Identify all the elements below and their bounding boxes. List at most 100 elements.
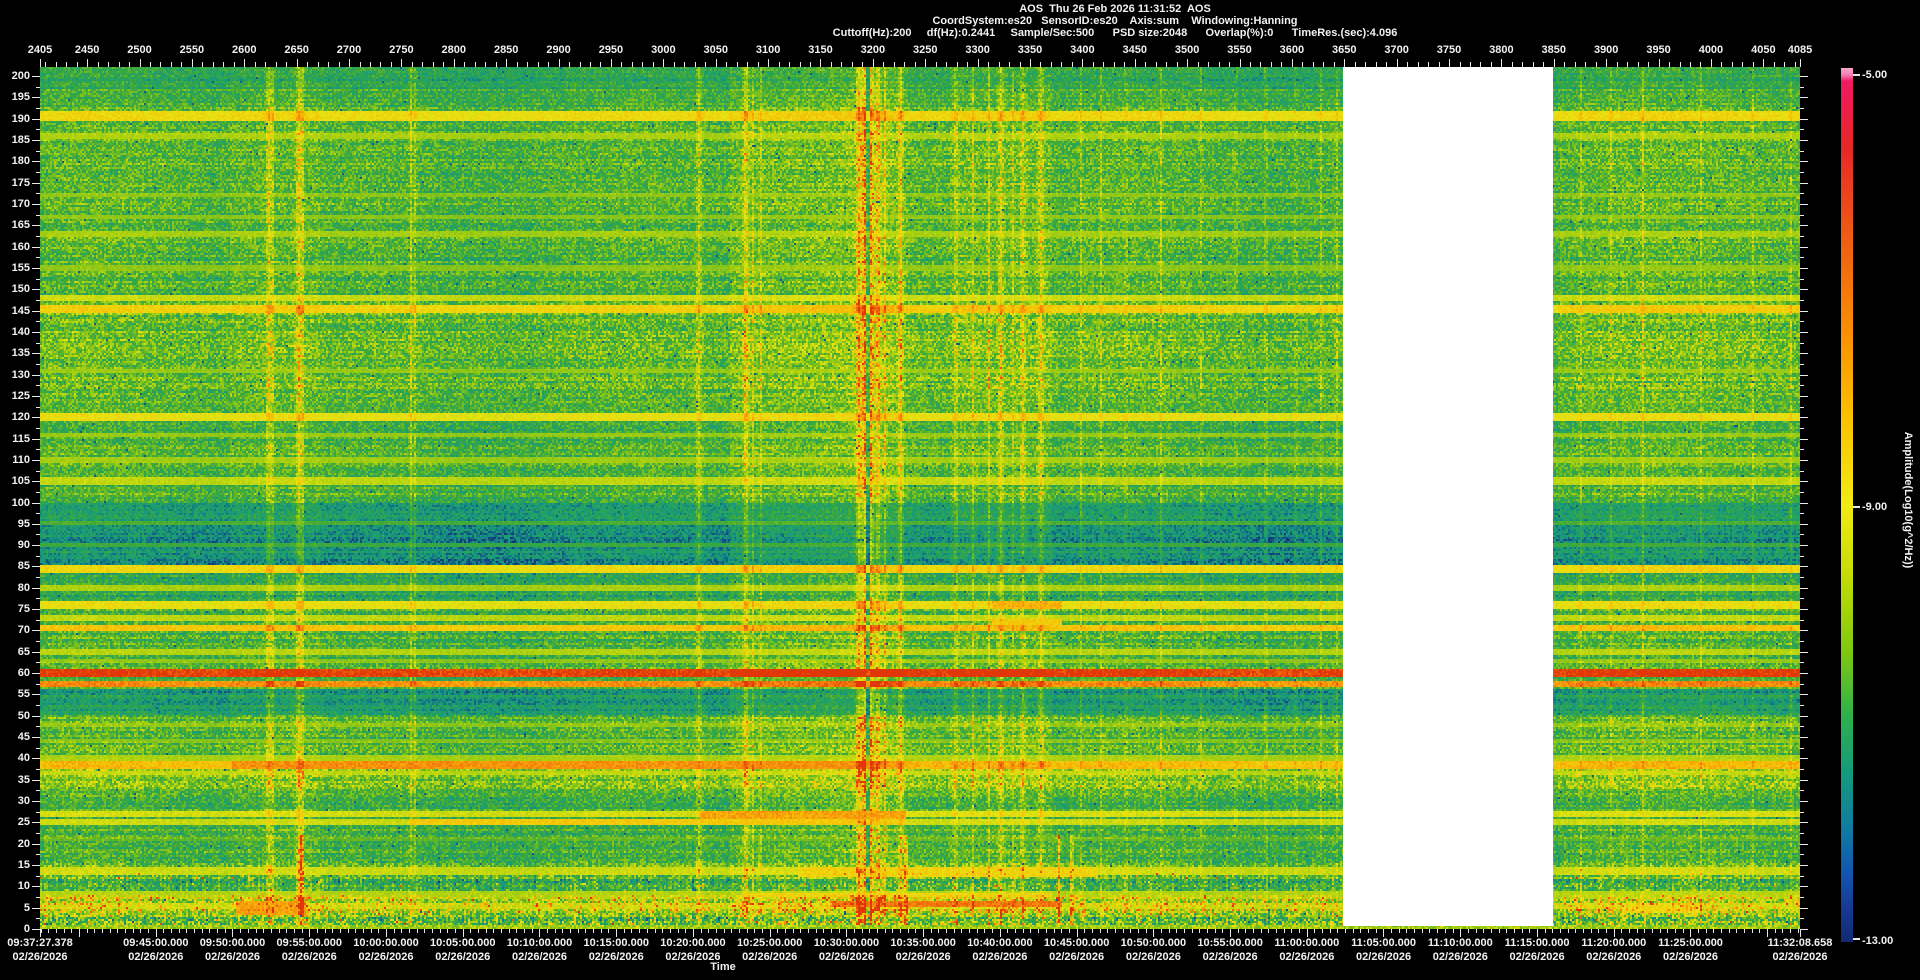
top-axis-tick-label: 3000 [651, 44, 676, 56]
top-axis-tick-label: 3800 [1489, 44, 1514, 56]
freq-axis-tick-label: 30 [17, 795, 30, 808]
time-tick-label: 10:50:00.000 [1120, 937, 1187, 949]
freq-axis-tick-label: 90 [17, 539, 30, 552]
date-tick-label: 02/26/2026 [358, 951, 414, 963]
freq-axis-tick-label: 35 [17, 773, 30, 786]
freq-axis-tick-label: 175 [11, 176, 30, 189]
time-tick-label: 11:32:08.658 [1767, 937, 1833, 949]
freq-axis-tick-label: 45 [17, 731, 30, 744]
time-tick-label: 11:05:00.000 [1351, 937, 1416, 949]
top-axis-tick-label: 2405 [27, 44, 53, 56]
freq-axis-tick-label: 120 [11, 411, 30, 424]
top-axis-tick-label: 2850 [493, 44, 519, 56]
top-axis-tick-label: 3900 [1593, 44, 1619, 56]
freq-axis-tick-label: 80 [17, 581, 30, 594]
time-tick-label: 11:15:00.000 [1504, 937, 1570, 949]
time-tick-label: 10:45:00.000 [1043, 937, 1110, 949]
top-axis-tick-label: 3300 [965, 44, 990, 56]
freq-axis-tick-label: 180 [11, 155, 30, 168]
spectrogram-plot[interactable] [40, 67, 1800, 929]
freq-axis-tick-label: 185 [11, 133, 30, 146]
date-tick-label: 02/26/2026 [895, 951, 951, 963]
top-axis-tick-label: 2550 [179, 44, 205, 56]
freq-axis-tick-label: 20 [17, 837, 30, 850]
freq-axis-tick-label: 95 [17, 517, 30, 530]
freq-axis-tick-label: 165 [11, 219, 30, 232]
date-tick-label: 02/26/2026 [588, 951, 644, 963]
time-tick-label: 10:25:00.000 [736, 937, 803, 949]
time-tick-label: 10:10:00.000 [506, 937, 573, 949]
date-tick-label: 02/26/2026 [281, 951, 337, 963]
date-tick-label: 02/26/2026 [1586, 951, 1642, 963]
time-tick-label: 10:05:00.000 [430, 937, 496, 949]
top-axis-tick-label: 2750 [389, 44, 414, 56]
freq-axis-tick-label: 70 [17, 624, 30, 637]
freq-axis-tick-label: 15 [17, 859, 30, 872]
top-axis-tick-label: 3750 [1436, 44, 1462, 56]
date-tick-label: 02/26/2026 [742, 951, 798, 963]
freq-axis-tick-label: 55 [17, 688, 30, 701]
colorbar-label-low: -13.00 [1862, 935, 1894, 947]
top-axis-tick-label: 3050 [703, 44, 728, 56]
freq-axis-tick-label: 160 [11, 240, 30, 253]
top-axis-tick-label: 3950 [1646, 44, 1671, 56]
time-tick-label: 10:30:00.000 [813, 937, 880, 949]
top-axis-tick-label: 2950 [598, 44, 624, 56]
date-tick-label: 02/26/2026 [818, 951, 874, 963]
date-tick-label: 02/26/2026 [1356, 951, 1412, 963]
freq-axis-tick-label: 110 [12, 453, 30, 466]
top-axis-tick-label: 3500 [1174, 44, 1200, 56]
time-axis-title: Time [710, 961, 736, 973]
time-tick-label: 10:15:00.000 [583, 937, 649, 949]
top-axis-tick-label: 2800 [441, 44, 467, 56]
freq-axis-tick-label: 60 [17, 667, 30, 680]
freq-axis-tick-label: 0 [23, 923, 30, 935]
top-axis-tick-label: 2450 [74, 44, 100, 56]
top-axis-tick-label: 2700 [336, 44, 362, 56]
date-tick-label: 02/26/2026 [1509, 951, 1565, 963]
date-tick-label: 02/26/2026 [1432, 951, 1488, 963]
freq-axis-tick-label: 125 [11, 389, 30, 402]
top-axis-tick-label: 3250 [912, 44, 938, 56]
top-axis-tick-label: 3550 [1227, 44, 1252, 56]
freq-axis-tick-label: 190 [11, 112, 30, 125]
top-axis-tick-label: 3400 [1070, 44, 1095, 56]
top-axis-tick-label: 4085 [1787, 44, 1813, 56]
freq-axis-tick-label: 10 [17, 880, 30, 893]
date-tick-label: 02/26/2026 [665, 951, 721, 963]
freq-axis-tick-label: 5 [23, 901, 30, 914]
freq-axis-tick-label: 65 [17, 645, 30, 658]
top-axis-tick-label: 3350 [1017, 44, 1043, 56]
date-tick-label: 02/26/2026 [972, 951, 1028, 963]
top-axis-tick-label: 3150 [808, 44, 833, 56]
freq-axis-tick-label: 25 [17, 816, 30, 829]
freq-axis-tick-label: 155 [11, 261, 30, 274]
date-tick-label: 02/26/2026 [1049, 951, 1105, 963]
freq-axis-tick-label: 40 [17, 752, 30, 765]
freq-axis-tick-label: 75 [17, 603, 30, 616]
colorbar [1841, 68, 1853, 942]
freq-axis-tick-label: 100 [11, 496, 30, 509]
colorbar-label-mid: -9.00 [1862, 501, 1888, 513]
freq-axis-tick-label: 200 [11, 70, 30, 82]
freq-axis-tick-label: 115 [12, 432, 30, 445]
freq-axis-tick-label: 170 [11, 197, 30, 210]
time-tick-label: 11:00:00.000 [1274, 937, 1340, 949]
freq-axis-tick-label: 195 [11, 91, 30, 104]
colorbar-title: Amplitude(Log10(g^2/Hz)) [1902, 431, 1914, 569]
top-axis-tick-label: 4050 [1751, 44, 1776, 56]
date-tick-label: 02/26/2026 [1125, 951, 1181, 963]
time-tick-label: 10:20:00.000 [660, 937, 726, 949]
colorbar-label-high: -5.00 [1862, 69, 1888, 81]
date-tick-label: 02/26/2026 [205, 951, 261, 963]
top-axis-tick-label: 3600 [1279, 44, 1305, 56]
top-axis-tick-label: 2900 [546, 44, 571, 56]
freq-axis-tick-label: 140 [11, 325, 30, 338]
time-tick-label: 10:35:00.000 [890, 937, 956, 949]
time-tick-label: 10:40:00.000 [967, 937, 1033, 949]
top-axis-tick-label: 3450 [1122, 44, 1147, 56]
time-tick-label: 11:20:00.000 [1581, 937, 1647, 949]
top-axis-tick-label: 3850 [1541, 44, 1567, 56]
time-tick-label: 10:00:00.000 [353, 937, 419, 949]
